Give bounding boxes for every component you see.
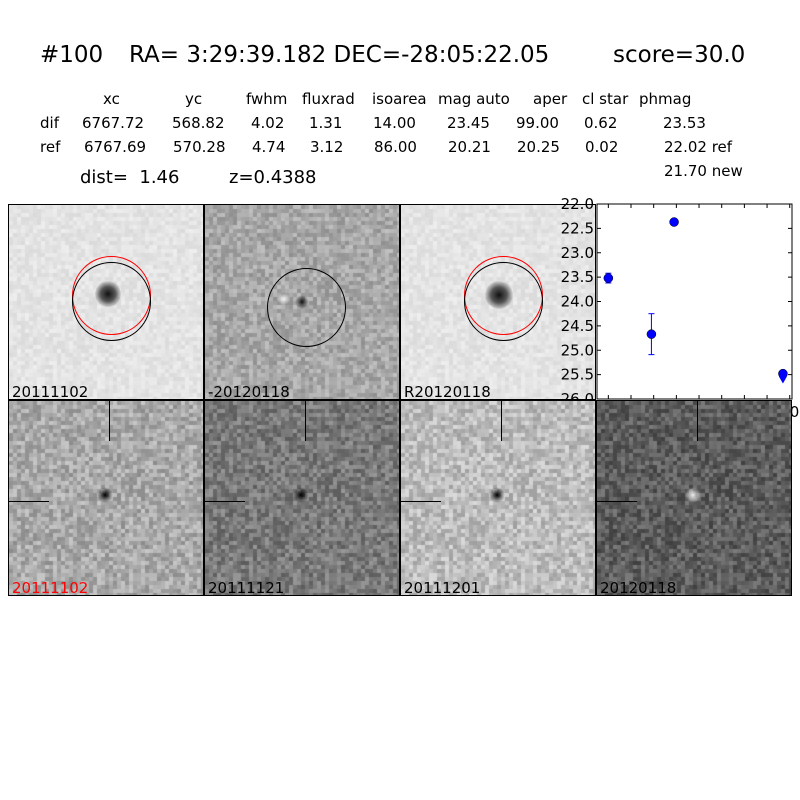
- source: [489, 487, 505, 503]
- table-cell: 6767.72: [82, 114, 145, 132]
- data-point: [646, 329, 657, 339]
- column-header: aper: [533, 90, 568, 108]
- stamp-label: 20111121: [208, 579, 285, 596]
- column-header: fluxrad: [302, 90, 355, 108]
- data-point: [603, 273, 614, 283]
- phmag-new: 21.70 new: [664, 162, 743, 180]
- stamp-reference: 20111102: [8, 204, 204, 400]
- stamp-epoch: 20111102: [8, 400, 204, 596]
- stamp-epoch: 20111201: [400, 400, 596, 596]
- crosshair-vertical: [109, 401, 110, 441]
- distance: dist= 1.46: [80, 167, 180, 188]
- stamp-difference: -20120118: [204, 204, 400, 400]
- stamp-label: 20111102: [12, 579, 89, 596]
- source: [293, 487, 309, 503]
- y-tick-label: 24.5: [561, 317, 594, 335]
- table-cell: 23.45: [447, 114, 490, 132]
- table-cell: 86.00: [374, 138, 417, 156]
- stamp-label: 20111102: [12, 383, 89, 400]
- table-cell: 23.53: [663, 114, 706, 132]
- table-cell: 4.02: [251, 114, 285, 132]
- black-circle: [267, 268, 346, 347]
- y-tick-label: 25.0: [561, 341, 594, 359]
- y-tick-label: 23.0: [561, 244, 594, 262]
- black-circle: [72, 262, 151, 341]
- plot-area: [596, 203, 793, 400]
- table-cell: 1.31: [309, 114, 343, 132]
- score: score=30.0: [613, 42, 746, 68]
- candidate-id: #100: [40, 42, 104, 68]
- table-cell: 6767.69: [84, 138, 147, 156]
- stamp-label: R20120118: [404, 383, 491, 400]
- table-cell: 14.00: [373, 114, 416, 132]
- crosshair-horizontal: [401, 501, 441, 502]
- stamp-label: 20120118: [600, 579, 677, 596]
- row-label: ref: [40, 138, 61, 156]
- crosshair-horizontal: [9, 501, 49, 502]
- column-header: mag auto: [438, 90, 510, 108]
- table-cell: 4.74: [252, 138, 286, 156]
- table-cell: 3.12: [310, 138, 344, 156]
- column-header: cl star: [582, 90, 629, 108]
- light-curve-chart: 22.022.523.023.524.024.525.025.526.00102…: [561, 195, 800, 421]
- y-tick-label: 23.5: [561, 268, 594, 286]
- source: [685, 487, 701, 503]
- table-cell: 570.28: [173, 138, 226, 156]
- table-cell: 20.25: [517, 138, 560, 156]
- stamp-epoch: 20111121: [204, 400, 400, 596]
- black-circle: [464, 262, 543, 341]
- y-tick-label: 24.0: [561, 293, 594, 311]
- data-point: [669, 217, 679, 227]
- column-header: isoarea: [372, 90, 427, 108]
- table-cell: 99.00: [516, 114, 559, 132]
- source: [97, 487, 113, 503]
- crosshair-horizontal: [597, 501, 637, 502]
- upper-limit-marker: [778, 376, 787, 384]
- column-header: xc: [103, 90, 120, 108]
- y-tick-label: 22.5: [561, 219, 594, 237]
- stamp-new: R20120118: [400, 204, 596, 400]
- stamp-epoch: 20120118: [596, 400, 792, 596]
- crosshair-vertical: [501, 401, 502, 441]
- crosshair-vertical: [305, 401, 306, 441]
- table-cell: 20.21: [448, 138, 491, 156]
- stamp-label: 20111201: [404, 579, 481, 596]
- crosshair-horizontal: [205, 501, 245, 502]
- table-cell: 0.62: [584, 114, 618, 132]
- table-cell: 22.02 ref: [664, 138, 733, 156]
- y-tick-label: 22.0: [561, 195, 594, 213]
- column-header: yc: [185, 90, 203, 108]
- table-cell: 568.82: [172, 114, 225, 132]
- coordinates: RA= 3:29:39.182 DEC=-28:05:22.05: [129, 42, 550, 68]
- table-cell: 0.02: [585, 138, 619, 156]
- crosshair-vertical: [697, 401, 698, 441]
- y-tick-label: 25.5: [561, 366, 594, 384]
- column-header: fwhm: [246, 90, 288, 108]
- column-header: phmag: [639, 90, 692, 108]
- redshift: z=0.4388: [229, 167, 317, 188]
- stamp-label: -20120118: [208, 383, 290, 400]
- row-label: dif: [40, 114, 59, 132]
